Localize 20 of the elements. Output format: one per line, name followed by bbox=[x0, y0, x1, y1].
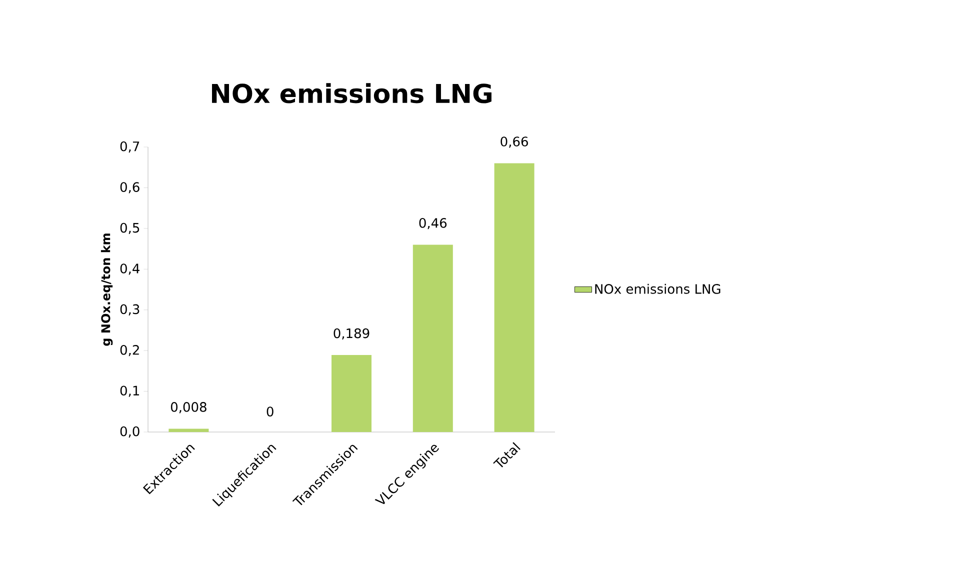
data-label: 0,008 bbox=[170, 402, 206, 414]
data-label: 0,46 bbox=[419, 218, 447, 230]
y-tick-label: 0,5 bbox=[120, 222, 140, 234]
data-label: 0 bbox=[266, 406, 274, 416]
y-tick-label: 0,4 bbox=[120, 264, 140, 275]
bar bbox=[494, 163, 534, 432]
y-tick-label: 0,1 bbox=[120, 386, 140, 397]
y-tick-label: 0,3 bbox=[120, 304, 140, 316]
y-tick-label: 0,2 bbox=[120, 345, 139, 356]
y-tick-label: 0,7 bbox=[120, 141, 140, 153]
chart-title: NOx emissions LNG bbox=[212, 83, 492, 104]
bar bbox=[168, 428, 209, 432]
y-tick-label: 0,6 bbox=[120, 182, 140, 194]
data-label: 0,66 bbox=[500, 136, 528, 148]
legend-label: NOx emissions LNG bbox=[595, 284, 720, 294]
y-tick-label: 0,0 bbox=[120, 426, 140, 438]
data-label: 0,189 bbox=[334, 328, 370, 340]
y-axis-title: g NOx.eq/ton km bbox=[100, 234, 113, 346]
bar bbox=[332, 355, 372, 432]
bar bbox=[412, 244, 453, 432]
